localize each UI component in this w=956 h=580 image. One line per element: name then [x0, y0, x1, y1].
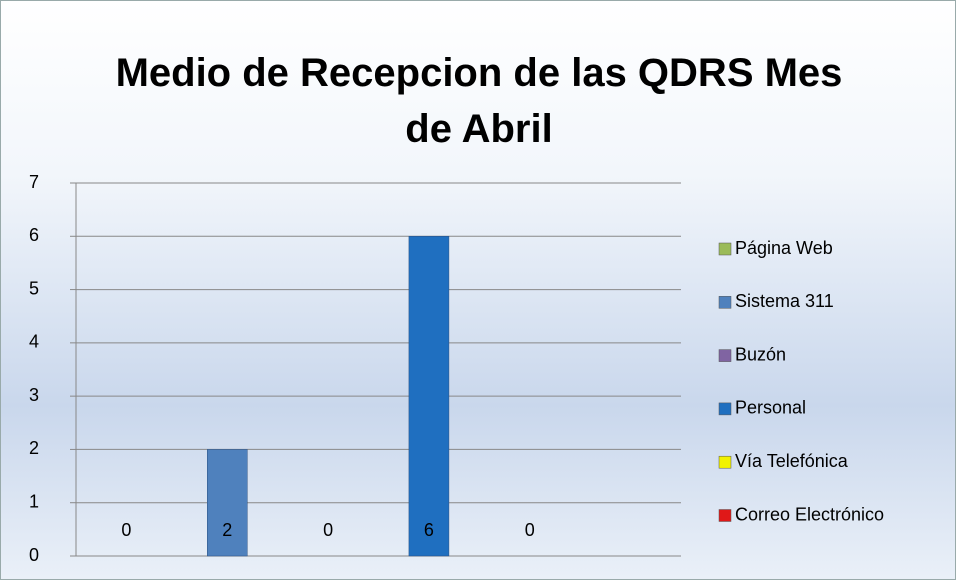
legend-swatch — [718, 296, 732, 309]
y-tick-label: 6 — [29, 225, 39, 245]
legend-swatch — [718, 455, 732, 469]
legend-swatch — [718, 242, 732, 256]
chart-title: Medio de Recepcion de las QDRS Mes de Ab… — [115, 51, 843, 151]
y-tick-label: 3 — [29, 385, 39, 405]
bar — [408, 236, 450, 557]
legend-swatch — [718, 402, 732, 416]
legend-swatch — [718, 509, 732, 522]
y-tick-label: 4 — [29, 332, 39, 352]
data-label: 0 — [525, 520, 535, 540]
legend-label: Buzón — [735, 344, 786, 364]
legend-label: Personal — [735, 398, 806, 418]
y-tick-label: 2 — [29, 438, 39, 458]
y-tick-label: 7 — [29, 172, 39, 192]
y-tick-label: 5 — [29, 278, 39, 298]
legend-label: Vía Telefónica — [735, 451, 849, 471]
data-label: 0 — [121, 520, 131, 540]
legend-label: Correo Electrónico — [735, 504, 884, 524]
y-tick-label: 0 — [29, 545, 39, 565]
data-label: 2 — [222, 520, 232, 540]
data-label: 0 — [323, 520, 333, 540]
bar — [207, 449, 248, 557]
legend-swatch — [718, 349, 732, 362]
data-label: 6 — [424, 520, 434, 540]
legend-label: Sistema 311 — [735, 291, 834, 311]
y-tick-label: 1 — [29, 491, 39, 511]
legend-label: Página Web — [735, 238, 833, 258]
